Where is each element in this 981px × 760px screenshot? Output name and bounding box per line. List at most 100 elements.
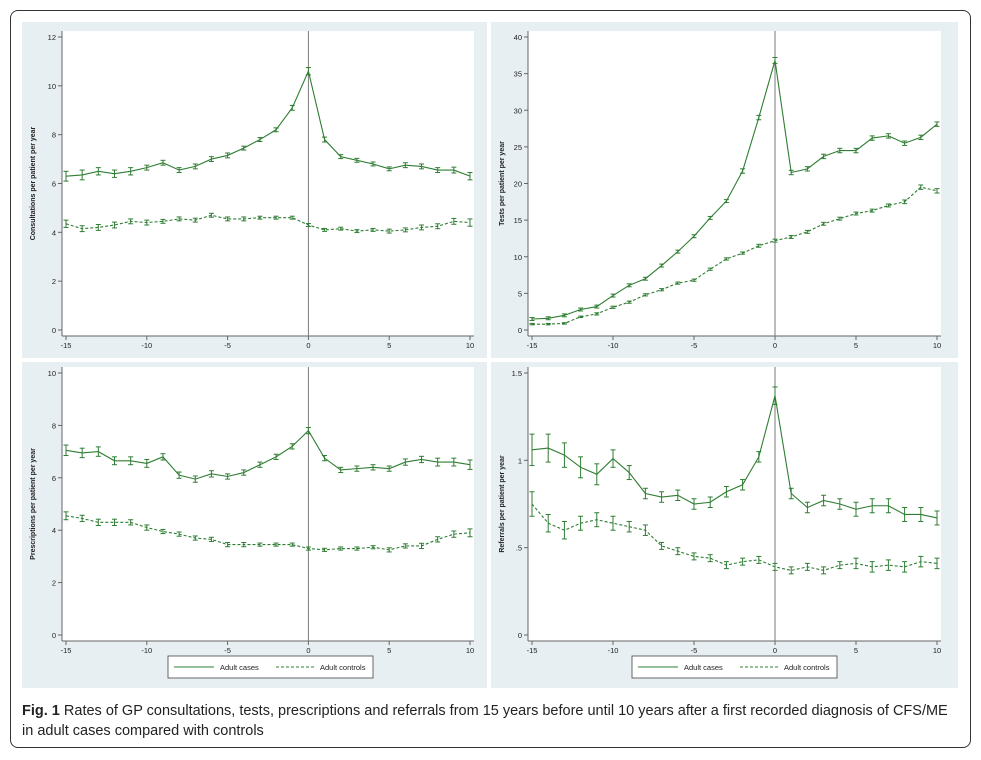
error-bar-controls	[289, 215, 295, 220]
error-bar-cases	[95, 167, 101, 176]
error-bar-controls	[322, 547, 328, 552]
error-bar-cases	[305, 67, 311, 76]
error-bar-cases	[578, 456, 584, 479]
error-bar-controls	[128, 218, 134, 225]
error-bar-controls	[788, 566, 794, 575]
y-axis-label: Consultations per patient per year	[30, 126, 37, 240]
error-bar-cases	[707, 215, 713, 220]
y-tick-label: 6	[52, 474, 56, 483]
error-bar-cases	[756, 451, 762, 463]
x-tick-label: 0	[773, 341, 777, 350]
error-bar-cases	[804, 166, 810, 172]
error-bar-controls	[338, 226, 344, 231]
error-bar-cases	[869, 498, 875, 514]
error-bar-cases	[626, 465, 632, 481]
error-bar-cases	[610, 449, 616, 468]
error-bar-controls	[354, 229, 360, 234]
error-bar-cases	[707, 496, 713, 508]
error-bar-cases	[257, 461, 263, 468]
error-bar-cases	[659, 491, 665, 503]
series-line-controls	[532, 186, 938, 325]
error-bar-cases	[322, 136, 328, 143]
chart-panel-2: 0 5 10 15 20 25 30 35 40 -15 -10 -5 0 5 10 Tests per pa…	[491, 22, 958, 358]
error-bar-controls	[241, 542, 247, 548]
error-bar-controls	[837, 216, 843, 221]
error-bar-cases	[128, 456, 134, 466]
legend-box	[167, 655, 374, 679]
chart-panel-3: 0 2 4 6 8 10 -15 -10 -5 0 5 10 Prescriptions per pat…	[22, 362, 487, 688]
y-tick-label: 5	[518, 289, 522, 298]
x-tick-label: -5	[224, 341, 231, 350]
x-tick-label: 5	[387, 341, 391, 350]
y-tick-label: 40	[514, 33, 522, 42]
error-bar-controls	[225, 542, 231, 548]
error-bar-cases	[885, 133, 891, 139]
error-bar-controls	[451, 530, 457, 538]
error-bar-cases	[241, 145, 247, 151]
error-bar-controls	[853, 211, 859, 216]
x-tick-label: 10	[933, 646, 941, 655]
error-bar-controls	[561, 520, 567, 540]
error-bar-controls	[691, 552, 697, 561]
error-bar-cases	[772, 57, 778, 64]
y-tick-label: 6	[52, 180, 56, 189]
series-line-cases	[65, 69, 471, 177]
error-bar-controls	[756, 243, 762, 248]
error-bar-cases	[756, 114, 762, 121]
y-tick-label: 4	[52, 526, 56, 535]
error-bar-controls	[111, 221, 117, 229]
error-bar-controls	[821, 566, 827, 575]
error-bar-controls	[435, 536, 441, 543]
x-tick-label: 0	[306, 646, 310, 655]
error-bar-controls	[208, 212, 214, 218]
error-bar-cases	[370, 464, 376, 471]
error-bar-cases	[772, 386, 778, 405]
error-bar-cases	[918, 134, 924, 141]
x-tick-label: -15	[527, 341, 538, 350]
error-bar-cases	[642, 487, 648, 500]
error-bar-cases	[402, 162, 408, 169]
y-tick-label: 15	[514, 216, 522, 225]
error-bar-controls	[837, 561, 843, 570]
error-bar-cases	[918, 506, 924, 522]
error-bar-cases	[545, 433, 551, 463]
error-bar-cases	[529, 317, 535, 321]
error-bar-cases	[241, 469, 247, 476]
error-bar-cases	[160, 453, 166, 461]
error-bar-controls	[160, 528, 166, 535]
error-bar-cases	[788, 169, 794, 176]
error-bar-controls	[257, 542, 263, 547]
error-bar-cases	[467, 459, 473, 470]
error-bar-controls	[691, 278, 697, 282]
error-bar-cases	[63, 170, 69, 182]
error-bar-controls	[594, 312, 600, 316]
error-bar-cases	[451, 457, 457, 467]
error-bar-controls	[144, 219, 150, 226]
error-bar-controls	[675, 281, 681, 285]
caption-text: Rates of GP consultations, tests, prescr…	[22, 703, 948, 739]
x-tick-label: -5	[691, 646, 698, 655]
plot-area	[62, 367, 474, 641]
error-bar-controls	[675, 547, 681, 556]
error-bar-cases	[192, 475, 198, 483]
chart-panel-4: 0 .5 1 1.5 -15 -10 -5 0 5 10 Referrals per patient…	[491, 362, 958, 688]
error-bar-cases	[723, 199, 729, 204]
error-bar-controls	[885, 203, 891, 208]
error-bar-cases	[322, 455, 328, 462]
error-bar-controls	[869, 208, 875, 213]
error-bar-controls	[772, 562, 778, 571]
error-bar-controls	[918, 184, 924, 190]
legend-label-controls: Adult controls	[784, 663, 830, 672]
error-bar-controls	[419, 542, 425, 550]
error-bar-controls	[902, 561, 908, 573]
error-bar-cases	[370, 161, 376, 167]
error-bar-controls	[610, 305, 616, 309]
error-bar-controls	[305, 223, 311, 227]
error-bar-cases	[289, 443, 295, 450]
x-tick-label: -10	[608, 341, 619, 350]
error-bar-cases	[144, 458, 150, 468]
y-tick-label: 2	[52, 277, 56, 286]
error-bar-controls	[144, 524, 150, 531]
error-bar-cases	[675, 249, 681, 254]
error-bar-controls	[402, 227, 408, 233]
